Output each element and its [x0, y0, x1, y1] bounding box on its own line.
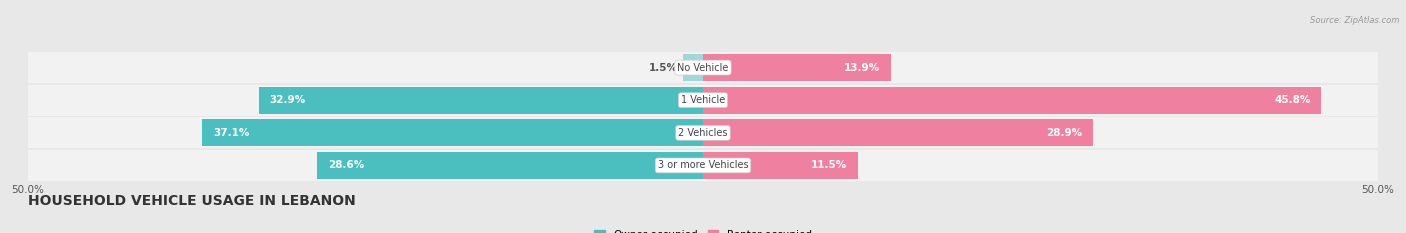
Text: 2 Vehicles: 2 Vehicles [678, 128, 728, 138]
Bar [28, 117, 1378, 148]
Bar [703, 152, 858, 179]
Bar [28, 85, 1378, 116]
Text: 37.1%: 37.1% [214, 128, 249, 138]
Bar [316, 152, 703, 179]
Text: 1 Vehicle: 1 Vehicle [681, 95, 725, 105]
Text: 3 or more Vehicles: 3 or more Vehicles [658, 161, 748, 170]
Text: No Vehicle: No Vehicle [678, 63, 728, 72]
Bar [683, 54, 703, 81]
Text: 28.9%: 28.9% [1046, 128, 1083, 138]
Legend: Owner-occupied, Renter-occupied: Owner-occupied, Renter-occupied [591, 226, 815, 233]
Text: 11.5%: 11.5% [811, 161, 848, 170]
Text: 32.9%: 32.9% [270, 95, 307, 105]
Text: HOUSEHOLD VEHICLE USAGE IN LEBANON: HOUSEHOLD VEHICLE USAGE IN LEBANON [28, 194, 356, 208]
Bar [28, 150, 1378, 181]
Text: Source: ZipAtlas.com: Source: ZipAtlas.com [1309, 16, 1399, 25]
Bar [703, 87, 1322, 113]
Bar [202, 120, 703, 146]
Bar [703, 54, 890, 81]
Text: 28.6%: 28.6% [328, 161, 364, 170]
Bar [703, 120, 1092, 146]
Text: 1.5%: 1.5% [648, 63, 678, 72]
Bar [259, 87, 703, 113]
Bar [28, 52, 1378, 83]
Text: 45.8%: 45.8% [1274, 95, 1310, 105]
Text: 13.9%: 13.9% [844, 63, 880, 72]
